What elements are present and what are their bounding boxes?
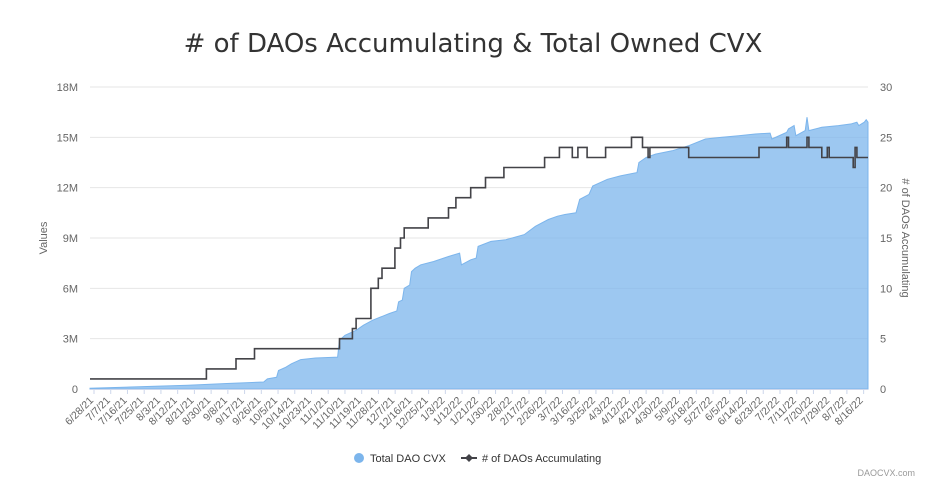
y-axis-right: 0 5 10 15 20 25 30 [880, 82, 892, 396]
legend-label-daos-accumulating: # of DAOs Accumulating [482, 453, 601, 465]
y-axis-right-label: # of DAOs Accumulating [899, 178, 911, 297]
y-right-tick-label: 30 [880, 82, 892, 94]
legend: Total DAO CVX # of DAOs Accumulating [354, 453, 601, 465]
daos-accumulating-line[interactable] [90, 136, 868, 380]
credit-text[interactable]: DAOCVX.com [857, 468, 915, 478]
y-right-tick-label: 5 [880, 334, 886, 346]
y-right-tick-label: 15 [880, 233, 892, 245]
y-left-tick-label: 9M [63, 233, 78, 245]
legend-item-daos-accumulating[interactable]: # of DAOs Accumulating [461, 453, 601, 465]
legend-label-total-dao-cvx: Total DAO CVX [370, 453, 446, 465]
y-right-tick-label: 25 [880, 132, 892, 144]
x-axis: 6/28/217/7/217/16/217/25/218/3/218/12/21… [63, 389, 868, 432]
legend-area-marker [354, 453, 364, 463]
y-axis-left-label: Values [38, 221, 50, 254]
y-left-tick-label: 12M [57, 183, 78, 195]
legend-item-total-dao-cvx[interactable]: Total DAO CVX [354, 453, 446, 465]
legend-diamond-marker [465, 454, 473, 462]
y-left-tick-label: 15M [57, 132, 78, 144]
total-dao-cvx-area[interactable] [89, 117, 869, 390]
y-right-tick-label: 20 [880, 183, 892, 195]
chart-title: # of DAOs Accumulating & Total Owned CVX [184, 29, 763, 59]
y-axis-left: 0 3M 6M 9M 12M 15M 18M [57, 82, 78, 396]
y-left-tick-label: 18M [57, 82, 78, 94]
y-right-tick-label: 0 [880, 384, 886, 396]
y-left-tick-label: 6M [63, 283, 78, 295]
y-left-tick-label: 3M [63, 334, 78, 346]
area-series-layer [89, 117, 869, 390]
line-series-layer [90, 136, 868, 380]
y-left-tick-label: 0 [72, 384, 78, 396]
y-right-tick-label: 10 [880, 283, 892, 295]
